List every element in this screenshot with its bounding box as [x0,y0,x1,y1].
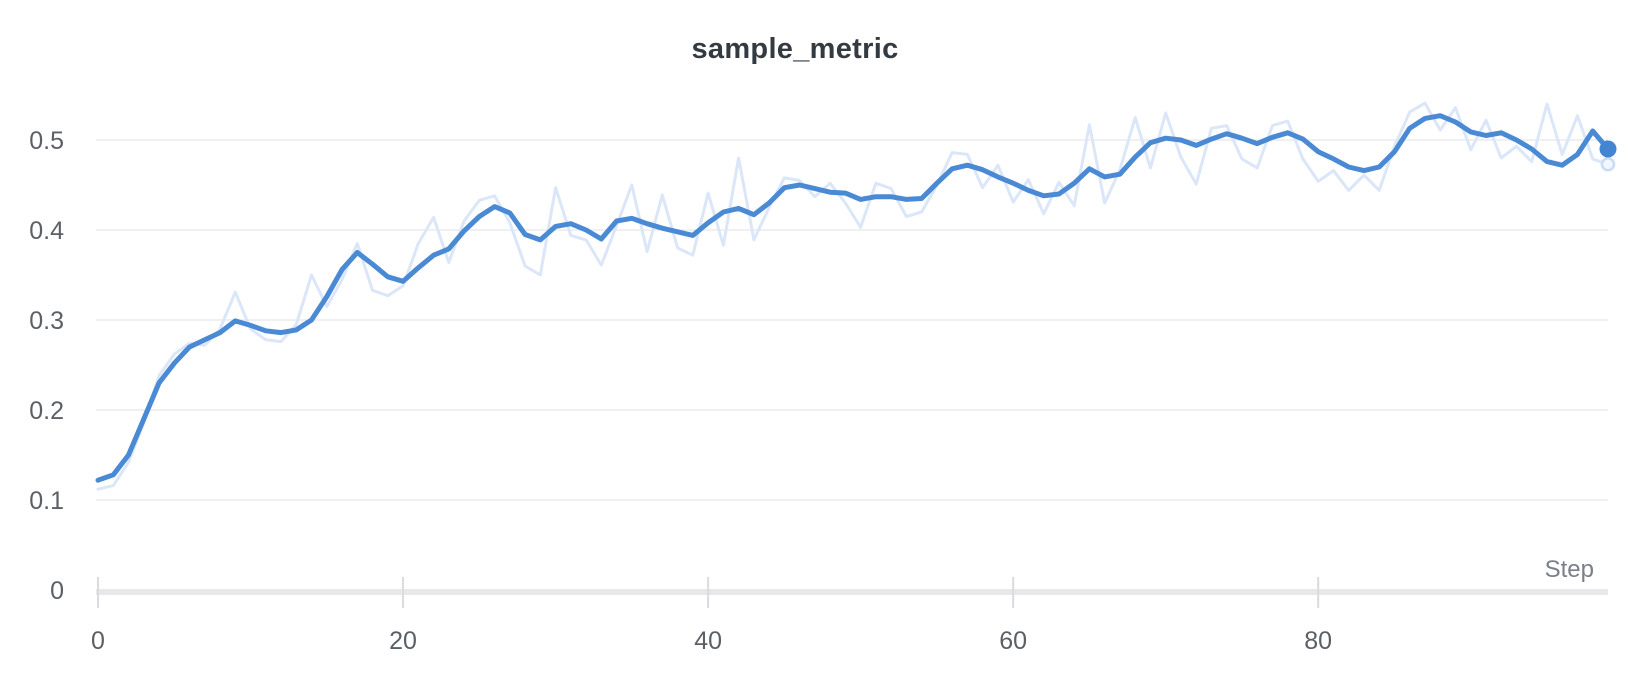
series-layer [95,101,1617,491]
y-axis-tick-label: 0 [50,577,64,605]
chart-title: sample_metric [691,33,899,65]
x-axis-tick-label: 0 [91,627,105,655]
x-axis-tick-label: 20 [389,627,417,655]
endpoint-ring-raw [1600,157,1616,172]
x-axis-tick-label: 40 [694,627,722,655]
y-axis-tick-label: 0.3 [29,307,64,335]
y-axis-tick-label: 0.2 [29,397,64,425]
x-axis-tick-label: 80 [1304,627,1332,655]
tick-label-layer: 0 0.1 0.2 0.3 0.4 0.5 0 20 40 60 80 [29,127,1332,655]
x-axis-label: Step [1545,556,1594,583]
axis-layer [96,577,1608,608]
x-axis-baseline [96,589,1608,595]
endpoint-dot [1599,140,1617,158]
y-axis-tick-label: 0.1 [29,487,64,515]
smoothed-line [95,113,1611,483]
y-axis-tick-label: 0.4 [29,217,64,245]
grid-layer [96,139,1608,501]
y-axis-tick-label: 0.5 [29,127,64,155]
x-axis-tick-label: 60 [999,627,1027,655]
